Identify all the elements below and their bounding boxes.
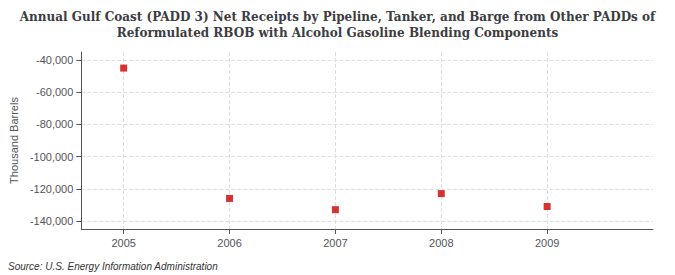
svg-text:Reformulated RBOB with Alcohol: Reformulated RBOB with Alcohol Gasoline … (117, 26, 559, 40)
svg-text:-100,000: -100,000 (30, 151, 73, 163)
svg-text:2008: 2008 (429, 237, 453, 249)
svg-text:2006: 2006 (217, 237, 241, 249)
svg-text:Source: U.S. Energy Informatio: Source: U.S. Energy Information Administ… (8, 261, 218, 272)
svg-text:-120,000: -120,000 (30, 183, 73, 195)
svg-text:2005: 2005 (111, 237, 135, 249)
svg-text:-60,000: -60,000 (36, 86, 73, 98)
svg-text:Thousand Barrels: Thousand Barrels (8, 97, 20, 184)
svg-text:-40,000: -40,000 (36, 54, 73, 66)
svg-text:2007: 2007 (323, 237, 347, 249)
svg-text:-140,000: -140,000 (30, 215, 73, 227)
svg-text:2009: 2009 (535, 237, 559, 249)
svg-text:Annual Gulf Coast (PADD 3) Net: Annual Gulf Coast (PADD 3) Net Receipts … (19, 10, 656, 24)
svg-text:-80,000: -80,000 (36, 118, 73, 130)
